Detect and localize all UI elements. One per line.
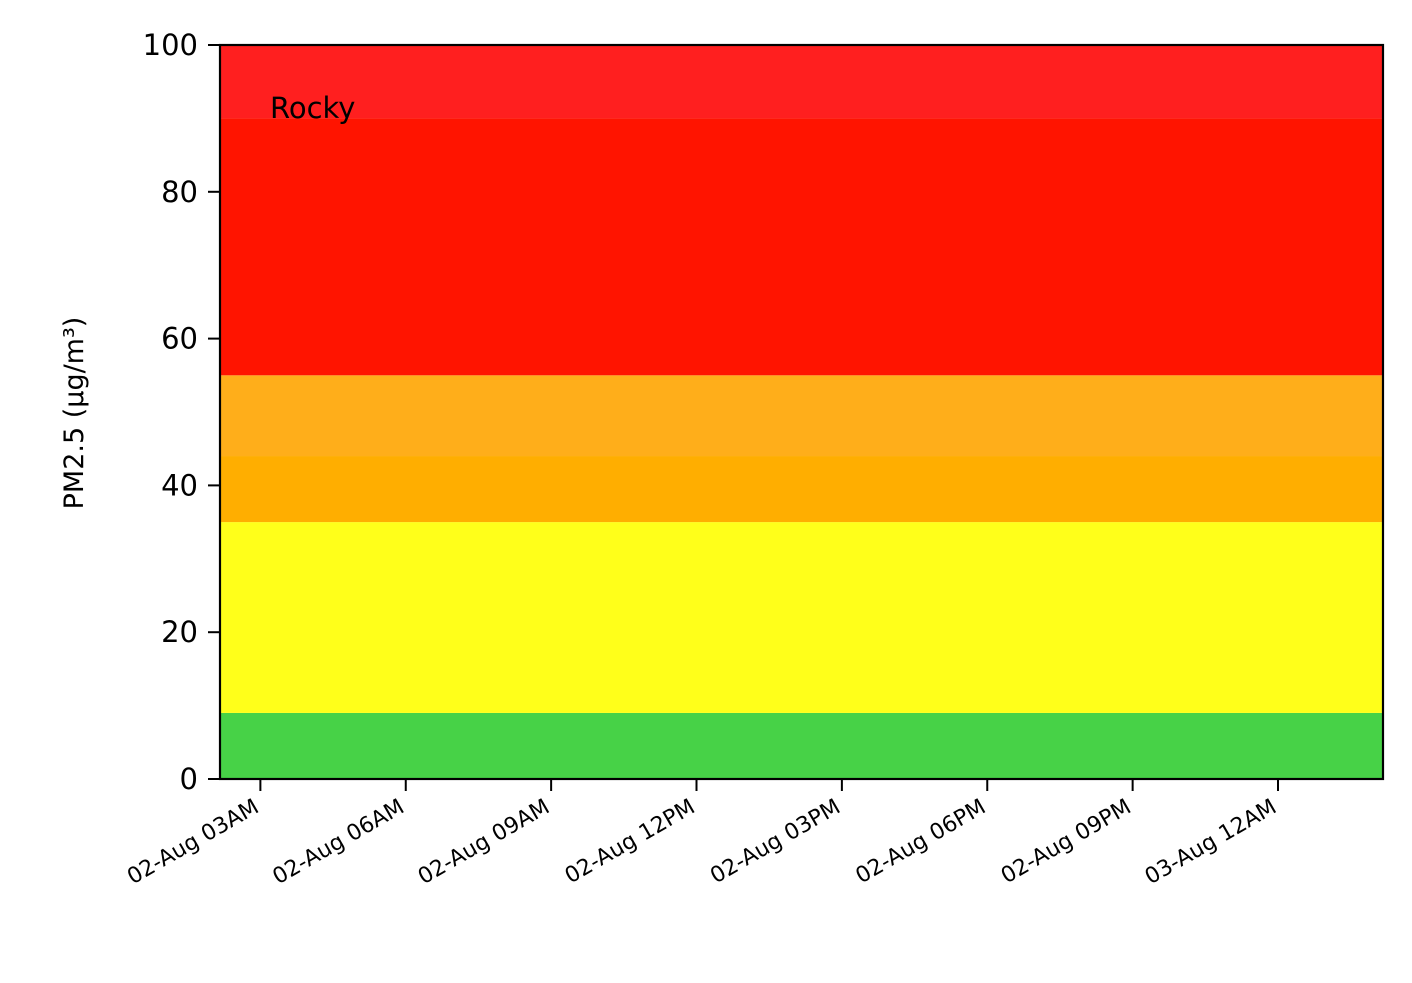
y-tick-label-3: 60: [161, 322, 198, 356]
y-tick-label-2: 40: [161, 468, 198, 502]
y-axis-label: PM2.5 (µg/m³): [59, 317, 90, 510]
x-tick-label-5: 02-Aug 06PM: [852, 795, 991, 889]
aqi-band-2: [220, 456, 1383, 523]
y-tick-label-4: 80: [161, 175, 198, 209]
x-tick-label-3: 02-Aug 12PM: [561, 795, 700, 889]
aqi-band-5: [220, 45, 1383, 119]
x-tick-label-0: 02-Aug 03AM: [123, 795, 263, 890]
y-tick-label-5: 100: [143, 28, 198, 62]
plot-frame: [218, 43, 1385, 781]
aqi-band-4: [220, 118, 1383, 376]
x-tick-label-1: 02-Aug 06AM: [269, 795, 409, 890]
x-tick-label-4: 02-Aug 03PM: [706, 795, 845, 889]
x-tick-label-6: 02-Aug 09PM: [997, 795, 1136, 889]
location-annotation: Rocky: [270, 91, 355, 125]
x-tick-label-7: 03-Aug 12AM: [1141, 795, 1281, 890]
y-tick-label-0: 0: [180, 762, 198, 796]
aqi-band-0: [220, 712, 1383, 779]
aqi-bands: [220, 45, 1383, 779]
x-tick-label-2: 02-Aug 09AM: [414, 795, 554, 890]
aqi-band-3: [220, 375, 1383, 457]
aqi-band-1: [220, 522, 1383, 713]
y-tick-label-1: 20: [161, 615, 198, 649]
